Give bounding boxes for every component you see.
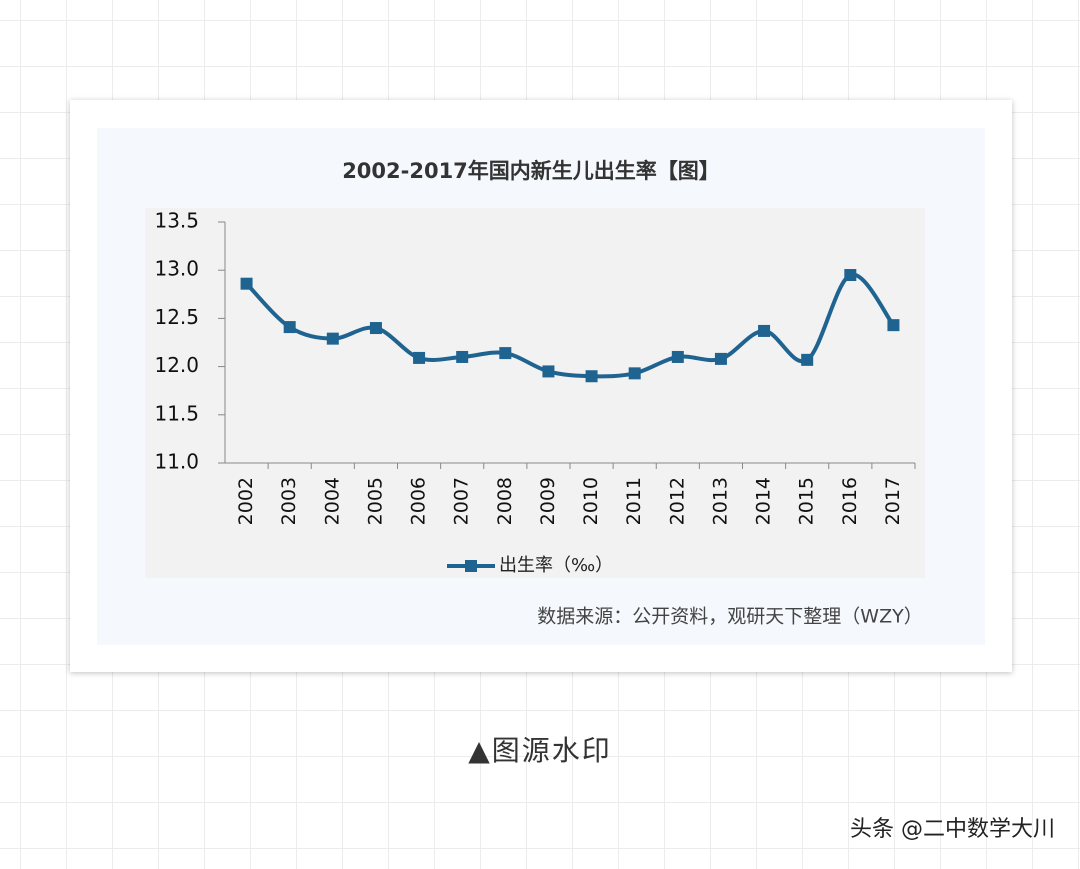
point-marker — [542, 365, 555, 378]
point-marker — [714, 352, 727, 365]
point-marker — [758, 324, 771, 337]
y-tick-label: 12.5 — [154, 305, 199, 329]
x-tick-label: 2003 — [278, 477, 300, 525]
x-tick-label: 2002 — [235, 477, 257, 525]
x-tick-label: 2010 — [580, 477, 602, 525]
y-tick-label: 11.5 — [154, 401, 199, 425]
point-marker — [499, 347, 512, 360]
point-marker — [283, 321, 296, 334]
x-tick-label: 2014 — [753, 477, 775, 525]
point-marker — [671, 350, 684, 363]
point-marker — [844, 269, 857, 282]
x-tick-label: 2017 — [882, 477, 904, 525]
point-marker — [240, 277, 253, 290]
legend-marker — [465, 560, 477, 572]
source-note: 数据来源：公开资料，观研天下整理（WZY） — [537, 606, 922, 628]
x-tick-label: 2016 — [839, 477, 861, 525]
x-tick-label: 2013 — [709, 477, 731, 525]
point-marker — [585, 370, 598, 383]
point-marker — [413, 351, 426, 364]
point-marker — [456, 350, 469, 363]
x-tick-label: 2012 — [666, 477, 688, 525]
y-tick-label: 12.0 — [154, 353, 199, 377]
x-tick-label: 2007 — [451, 477, 473, 525]
x-tick-label: 2004 — [321, 477, 343, 525]
x-tick-label: 2009 — [537, 477, 559, 525]
chart-title: 2002-2017年国内新生儿出生率【图】 — [342, 159, 720, 183]
x-tick-label: 2011 — [623, 477, 645, 525]
y-tick-label: 13.0 — [154, 257, 199, 281]
x-tick-label: 2006 — [408, 477, 430, 525]
y-tick-label: 11.0 — [154, 450, 199, 474]
point-marker — [628, 367, 641, 380]
point-marker — [887, 319, 900, 332]
x-tick-label: 2008 — [494, 477, 516, 525]
point-marker — [326, 332, 339, 345]
plot-area — [145, 208, 925, 578]
point-marker — [369, 322, 382, 335]
caption: ▲图源水印 — [468, 734, 612, 767]
y-tick-label: 13.5 — [154, 209, 199, 233]
point-marker — [801, 353, 814, 366]
x-tick-label: 2005 — [364, 477, 386, 525]
watermark: 头条 @二中数学大川 — [850, 817, 1055, 842]
legend-label: 出生率（‰） — [499, 555, 613, 576]
x-tick-label: 2015 — [796, 477, 818, 525]
